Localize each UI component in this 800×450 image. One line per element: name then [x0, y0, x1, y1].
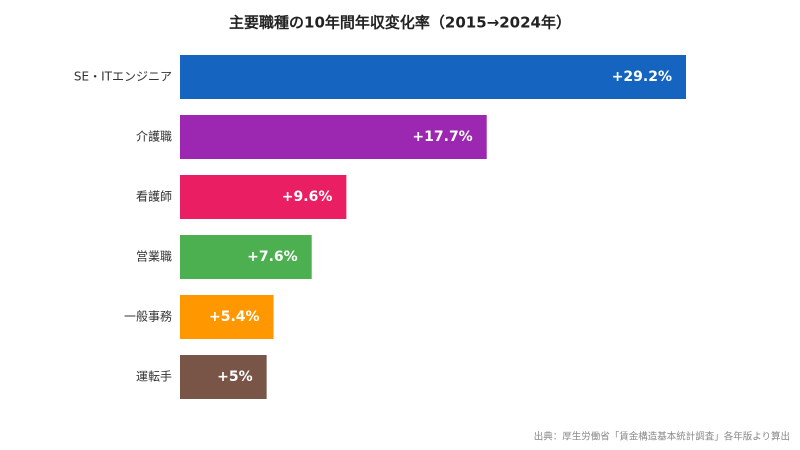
value-label: +9.6%: [282, 189, 333, 205]
source-note: 出典：厚生労働省「賃金構造基本統計調査」各年版より算出: [534, 431, 790, 443]
category-label: SE・ITエンジニア: [74, 70, 172, 84]
category-label: 一般事務: [124, 309, 172, 324]
value-label: +7.6%: [247, 249, 298, 265]
bar: [180, 115, 487, 159]
chart-title: 主要職種の10年間年収変化率（2015→2024年）: [229, 14, 571, 32]
category-label: 運転手: [136, 370, 172, 384]
bar: [180, 295, 274, 339]
category-label: 看護師: [136, 189, 172, 204]
value-label: +17.7%: [412, 129, 472, 145]
category-label: 営業職: [136, 250, 172, 264]
bar: [180, 175, 347, 219]
bar: [180, 355, 267, 399]
bar: [180, 235, 312, 279]
category-label: 介護職: [136, 129, 172, 144]
value-label: +5.4%: [209, 309, 260, 325]
value-label: +29.2%: [612, 69, 672, 85]
value-label: +5%: [217, 369, 253, 385]
bar: [180, 55, 686, 99]
